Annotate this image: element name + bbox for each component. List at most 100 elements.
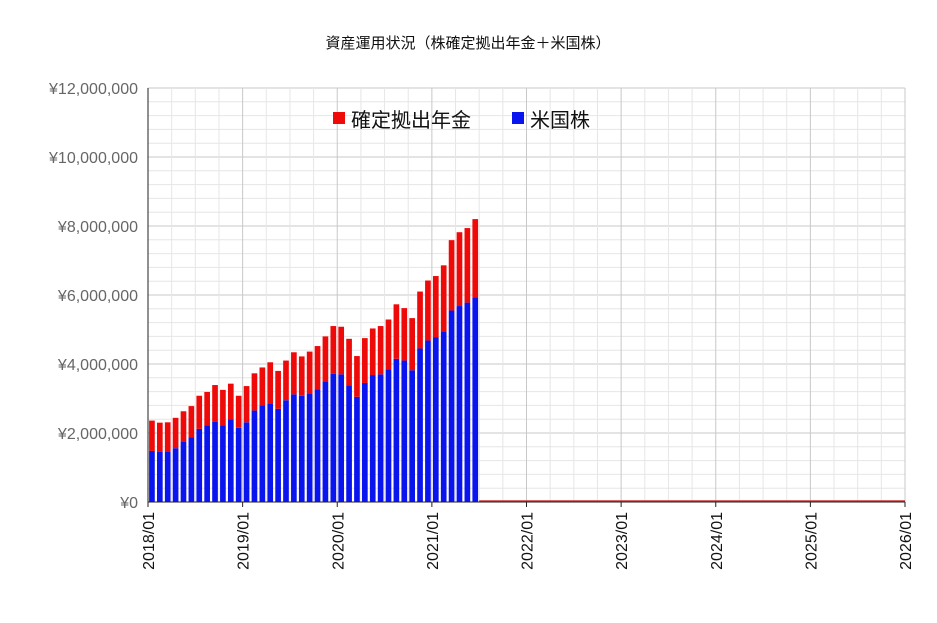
bar-us-stocks bbox=[448, 310, 455, 502]
bar-us-stocks bbox=[180, 441, 187, 502]
bar-us-stocks bbox=[322, 381, 329, 502]
bar-dc-pension bbox=[472, 219, 479, 298]
legend-label: 米国株 bbox=[530, 108, 590, 132]
bar-us-stocks bbox=[275, 408, 281, 502]
bar-dc-pension bbox=[283, 360, 289, 401]
y-tick-label: ¥12,000,000 bbox=[48, 81, 138, 98]
bar-us-stocks bbox=[149, 450, 155, 502]
bar-dc-pension bbox=[235, 395, 242, 428]
bar-us-stocks bbox=[393, 358, 400, 502]
bar-us-stocks bbox=[385, 369, 392, 502]
bar-us-stocks bbox=[354, 396, 360, 502]
x-tick-label: 2021/01 bbox=[425, 512, 442, 570]
bar-dc-pension bbox=[456, 232, 463, 307]
bar-us-stocks bbox=[417, 348, 423, 502]
bar-us-stocks bbox=[188, 437, 195, 502]
chart-title: 資産運用状況（株確定拠出年金＋米国株） bbox=[325, 34, 610, 52]
bar-dc-pension bbox=[267, 362, 274, 404]
x-tick-label: 2020/01 bbox=[330, 512, 347, 570]
bar-dc-pension bbox=[220, 389, 226, 426]
x-tick-label: 2026/01 bbox=[898, 512, 915, 570]
bar-us-stocks bbox=[377, 374, 384, 502]
legend-swatch bbox=[333, 112, 345, 124]
bar-dc-pension bbox=[251, 373, 258, 411]
bar-dc-pension bbox=[227, 383, 234, 420]
grid bbox=[147, 87, 906, 503]
y-tick-label: ¥8,000,000 bbox=[57, 219, 138, 236]
bar-us-stocks bbox=[425, 340, 431, 502]
bar-us-stocks bbox=[291, 394, 297, 502]
bar-dc-pension bbox=[346, 338, 352, 386]
y-tick-label: ¥10,000,000 bbox=[48, 150, 138, 167]
bar-dc-pension bbox=[243, 386, 250, 423]
bar-dc-pension bbox=[196, 395, 203, 429]
y-tick-label: ¥6,000,000 bbox=[57, 288, 138, 305]
bar-dc-pension bbox=[362, 338, 368, 383]
x-tick-label: 2018/01 bbox=[141, 512, 158, 570]
bar-us-stocks bbox=[283, 400, 289, 502]
bar-us-stocks bbox=[298, 395, 305, 502]
bar-dc-pension bbox=[369, 328, 376, 376]
bar-us-stocks bbox=[259, 405, 266, 502]
bar-us-stocks bbox=[432, 337, 439, 502]
bar-dc-pension bbox=[409, 318, 416, 371]
legend-swatch bbox=[512, 112, 524, 124]
bar-dc-pension bbox=[156, 422, 163, 452]
bar-dc-pension bbox=[314, 346, 321, 390]
x-tick-label: 2023/01 bbox=[614, 512, 631, 570]
y-tick-label: ¥4,000,000 bbox=[57, 357, 138, 374]
bar-us-stocks bbox=[362, 382, 368, 502]
bar-us-stocks bbox=[401, 360, 408, 502]
bar-dc-pension bbox=[188, 406, 195, 438]
bar-dc-pension bbox=[393, 304, 400, 359]
bar-dc-pension bbox=[354, 356, 360, 397]
bar-dc-pension bbox=[377, 326, 384, 375]
bar-dc-pension bbox=[425, 280, 431, 341]
bar-dc-pension bbox=[322, 336, 329, 382]
bar-dc-pension bbox=[164, 422, 171, 452]
x-axis-ticks: 2018/01 2019/01 2020/01 2021/01 2022/01 2023/… bbox=[141, 502, 915, 570]
bar-dc-pension bbox=[275, 370, 281, 409]
bar-dc-pension bbox=[204, 391, 210, 426]
y-tick-label: ¥0 bbox=[119, 495, 138, 512]
x-tick-label: 2019/01 bbox=[236, 512, 253, 570]
bar-dc-pension bbox=[385, 319, 392, 370]
bar-us-stocks bbox=[196, 428, 203, 502]
bars bbox=[149, 219, 905, 502]
bar-us-stocks bbox=[440, 331, 447, 502]
bar-dc-pension bbox=[149, 420, 155, 451]
bar-dc-pension bbox=[259, 367, 266, 406]
bar-dc-pension bbox=[417, 291, 423, 349]
bar-us-stocks bbox=[235, 427, 242, 502]
bar-us-stocks bbox=[204, 425, 210, 502]
legend-label: 確定拠出年金 bbox=[351, 108, 471, 132]
bar-us-stocks bbox=[227, 419, 234, 502]
bar-us-stocks bbox=[346, 385, 352, 502]
bar-us-stocks bbox=[251, 410, 258, 502]
bar-us-stocks bbox=[369, 375, 376, 502]
bar-dc-pension bbox=[330, 326, 337, 374]
bar-us-stocks bbox=[243, 422, 250, 502]
x-tick-label: 2024/01 bbox=[709, 512, 726, 570]
bar-dc-pension bbox=[401, 308, 408, 361]
bar-us-stocks bbox=[456, 306, 463, 502]
bar-dc-pension bbox=[172, 417, 179, 449]
bar-us-stocks bbox=[464, 302, 471, 502]
bar-us-stocks bbox=[472, 297, 479, 502]
bar-us-stocks bbox=[338, 374, 345, 502]
bar-dc-pension bbox=[448, 240, 455, 311]
bar-dc-pension bbox=[464, 228, 471, 303]
bar-us-stocks bbox=[306, 393, 313, 502]
bar-dc-pension bbox=[180, 411, 187, 442]
bar-us-stocks bbox=[314, 389, 321, 502]
legend: 確定拠出年金 米国株 bbox=[333, 108, 590, 132]
y-tick-label: ¥2,000,000 bbox=[57, 426, 138, 443]
bar-dc-pension bbox=[432, 276, 439, 338]
bar-dc-pension bbox=[212, 385, 218, 422]
y-axis-ticks: ¥0 ¥2,000,000 ¥4,000,000 ¥6,000,000 ¥8,000,0… bbox=[48, 81, 138, 512]
bar-dc-pension bbox=[298, 356, 305, 396]
bar-us-stocks bbox=[164, 451, 171, 502]
bar-dc-pension bbox=[338, 326, 345, 375]
bar-us-stocks bbox=[267, 403, 274, 502]
